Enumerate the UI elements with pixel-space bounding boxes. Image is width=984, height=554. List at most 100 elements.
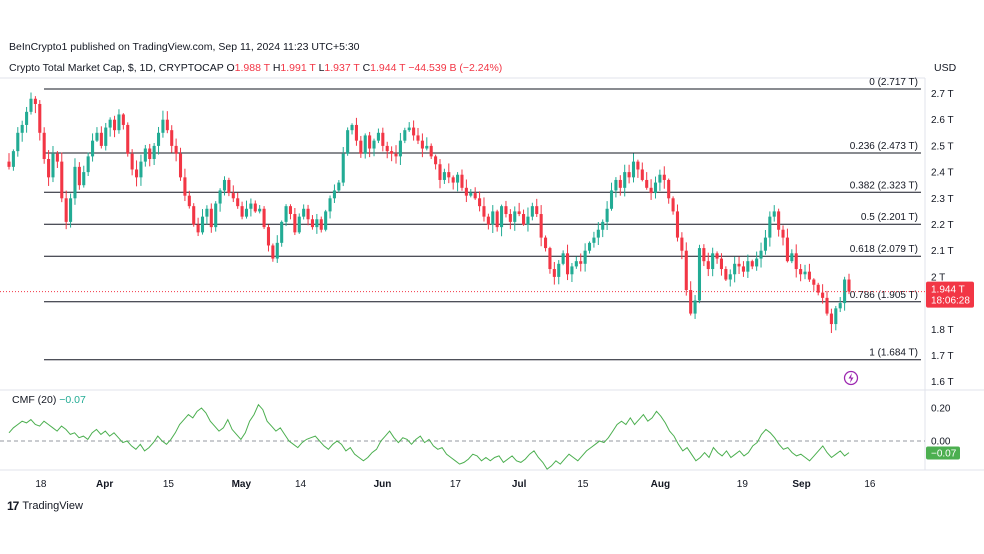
candle-body [636, 161, 640, 170]
candle-body [821, 292, 825, 298]
candle-body [394, 153, 398, 157]
candle-body [156, 132, 161, 146]
current-price-label: 1.944 T [931, 285, 965, 296]
candle-body [706, 261, 710, 270]
candle-body [645, 179, 649, 188]
low-label: L [318, 62, 325, 74]
candle-body [592, 237, 596, 243]
price-tick-label: 2.1 T [931, 246, 954, 257]
candle-body [605, 208, 609, 222]
candle-body [135, 169, 139, 178]
candle-body [280, 221, 284, 243]
candle-body [302, 208, 306, 217]
candle-body [205, 208, 209, 217]
candle-body [675, 211, 680, 238]
currency-label[interactable]: USD [934, 62, 957, 74]
candle-body [522, 214, 526, 225]
candle-body [847, 279, 851, 292]
candle-body [165, 119, 169, 131]
candle-body [838, 303, 842, 309]
candle-body [460, 174, 464, 188]
candle-body [337, 182, 341, 191]
candle-body [530, 206, 534, 217]
candle-body [161, 119, 165, 133]
fib-level-label: 0.382 (2.323 T) [850, 180, 918, 191]
candle-body [631, 161, 636, 178]
fib-level-label: 0.5 (2.201 T) [861, 212, 918, 223]
tradingview-brand[interactable]: 17 TradingView [7, 499, 83, 513]
candle-body [609, 190, 614, 209]
candle-body [741, 266, 745, 272]
brand-name: TradingView [22, 500, 83, 512]
candle-body [130, 153, 134, 170]
lightning-icon [843, 370, 859, 386]
publisher-note: BeInCrypto1 published on TradingView.com… [9, 41, 360, 53]
candle-body [429, 145, 433, 157]
candle-body [60, 161, 64, 199]
candle-body [535, 206, 539, 215]
candle-body [332, 190, 336, 199]
time-axis-label: May [232, 479, 252, 490]
candle-body [781, 229, 785, 238]
candle-body [244, 208, 249, 217]
candle-body [570, 266, 574, 275]
candle-body [231, 193, 235, 199]
candle-body [152, 145, 156, 159]
candle-body [104, 127, 108, 146]
candle-body [667, 179, 671, 199]
price-tick-label: 1.7 T [931, 351, 954, 362]
candle-body [451, 177, 455, 183]
candle-body [143, 148, 147, 162]
candle-body [693, 300, 697, 314]
candle-body [755, 258, 759, 267]
candle-body [108, 119, 112, 128]
candle-body [407, 127, 411, 131]
fib-level-label: 0.786 (1.905 T) [850, 290, 918, 301]
candle-body [412, 127, 416, 136]
fib-level-label: 1 (1.684 T) [869, 348, 918, 359]
candle-body [623, 172, 627, 188]
candle-body [627, 172, 631, 178]
candle-body [495, 211, 499, 228]
candle-body [816, 284, 820, 293]
candle-body [47, 159, 51, 178]
symbol-legend: Crypto Total Market Cap, $, 1D, CRYPTOCA… [9, 62, 502, 74]
candle-body [227, 179, 231, 194]
candle-body [38, 103, 42, 133]
candle-body [662, 174, 666, 180]
candle-body [829, 313, 833, 325]
candle-body [306, 208, 310, 220]
candle-body [11, 151, 15, 167]
symbol-name[interactable]: Crypto Total Market Cap, $, 1D, CRYPTOCA… [9, 62, 224, 74]
price-tick-label: 2.2 T [931, 220, 954, 231]
time-axis-label: Sep [792, 479, 810, 490]
candle-body [29, 98, 33, 112]
candle-body [385, 145, 389, 152]
candle-body [284, 206, 288, 222]
cmf-legend-value: −0.07 [59, 394, 86, 406]
candle-body [271, 245, 275, 259]
time-axis-label: 18 [35, 479, 47, 490]
candle-body [728, 274, 732, 280]
open-label: O [226, 62, 235, 74]
candle-body [183, 177, 187, 196]
candle-body [7, 161, 11, 167]
candle-body [64, 198, 68, 222]
candle-body [438, 164, 442, 180]
candle-body [354, 124, 358, 141]
candle-body [825, 297, 829, 314]
close-label: C [362, 62, 371, 74]
candle-body [746, 261, 750, 272]
candle-body [425, 145, 429, 149]
candle-body [196, 224, 200, 233]
price-tick-label: 2.3 T [931, 194, 954, 205]
candle-body [25, 111, 29, 125]
time-axis-label: Apr [96, 479, 113, 490]
candle-body [390, 151, 394, 154]
candle-body [297, 216, 301, 233]
candle-body [359, 140, 363, 154]
candle-body [697, 248, 702, 301]
candle-body [565, 253, 570, 275]
cmf-name[interactable]: CMF (20) [12, 394, 57, 406]
